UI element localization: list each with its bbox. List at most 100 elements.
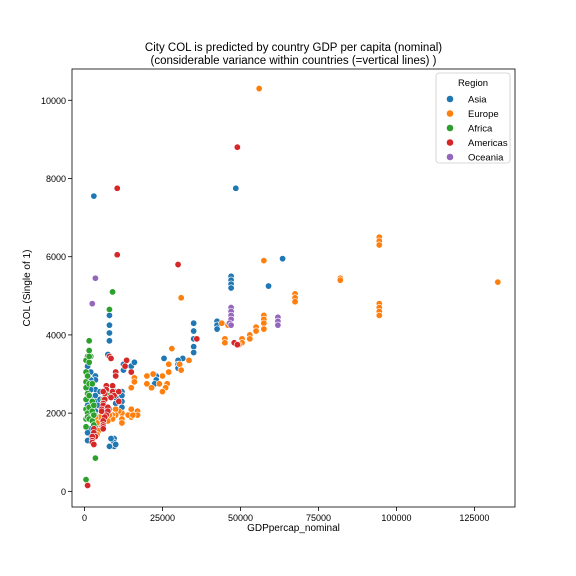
legend-label: Asia (468, 94, 487, 105)
legend-entry-americas: Americas (446, 138, 508, 149)
y-tick-label: 8000 (46, 174, 66, 184)
x-tick-label: 0 (82, 513, 87, 523)
data-point (127, 384, 135, 392)
data-point (105, 442, 113, 450)
data-point (99, 388, 107, 396)
data-point (88, 300, 96, 308)
data-point (127, 405, 135, 413)
data-point (105, 329, 113, 337)
legend-entry-europe: Europe (446, 109, 499, 120)
data-point (143, 372, 151, 380)
legend: Region Asia Europe Africa Americas Oceania (435, 72, 511, 164)
data-point (113, 184, 121, 192)
y-axis-label: COL (Single of 1) (22, 250, 33, 327)
data-point (185, 356, 193, 364)
legend-label: Oceania (468, 152, 504, 163)
data-point (213, 325, 221, 333)
y-tick-label: 2000 (46, 409, 66, 419)
legend-entry-oceania: Oceania (446, 152, 504, 163)
data-point (84, 481, 92, 489)
data-point (90, 440, 98, 448)
data-point (233, 143, 241, 151)
data-point (148, 384, 156, 392)
data-point (91, 454, 99, 462)
data-point (107, 354, 115, 362)
data-point (260, 257, 268, 265)
data-point (375, 311, 383, 319)
data-point (193, 335, 201, 343)
data-point (121, 362, 129, 370)
legend-label: Europe (468, 109, 499, 120)
chart-title: City COL is predicted by country GDP per… (145, 42, 442, 67)
legend-entry-asia: Asia (446, 94, 487, 105)
data-point (165, 360, 173, 368)
data-point (375, 241, 383, 249)
legend-marker (446, 109, 454, 118)
data-point (168, 345, 176, 353)
data-point (494, 278, 502, 286)
data-point (88, 380, 96, 388)
data-point (99, 425, 107, 433)
data-point (155, 380, 163, 388)
data-point (105, 321, 113, 329)
data-point (85, 358, 93, 366)
legend-title: Region (458, 78, 488, 89)
data-point (105, 306, 113, 314)
data-point (149, 370, 157, 378)
data-point (190, 327, 198, 335)
data-point (252, 327, 260, 335)
data-point (260, 325, 268, 333)
data-point (291, 298, 299, 306)
legend-entries: Asia Europe Africa Americas Oceania (446, 94, 508, 163)
data-point (105, 311, 113, 319)
data-point (233, 341, 241, 349)
data-point (113, 251, 121, 259)
series-europe (91, 85, 502, 439)
x-tick-label: 100000 (381, 513, 411, 523)
data-point (221, 339, 229, 347)
x-tick-label: 50000 (228, 513, 253, 523)
y-axis-ticks: 0 2000 4000 6000 8000 10000 (41, 96, 72, 497)
data-point (84, 372, 92, 380)
data-point (129, 411, 137, 419)
series-oceania (88, 274, 282, 329)
data-point (227, 284, 235, 292)
chart-title-line1: City COL is predicted by country GDP per… (145, 42, 442, 54)
data-point (107, 393, 115, 401)
data-point (115, 397, 123, 405)
plot-area-frame (71, 68, 516, 508)
legend-marker (446, 138, 454, 147)
data-point (85, 352, 93, 360)
data-point (336, 276, 344, 284)
data-point (143, 380, 151, 388)
x-axis-ticks: 0 25000 50000 75000 100000 125000 (82, 507, 489, 523)
legend-marker (446, 124, 454, 132)
data-point (232, 184, 240, 192)
data-point (274, 321, 282, 329)
data-point (160, 354, 168, 362)
y-tick-label: 6000 (46, 252, 66, 262)
data-point (90, 192, 98, 200)
data-point (85, 337, 93, 345)
data-point (190, 343, 198, 351)
data-point (158, 388, 166, 396)
data-point (91, 274, 99, 282)
legend-marker (446, 153, 454, 161)
y-tick-label: 10000 (41, 96, 66, 106)
data-point (112, 405, 120, 413)
legend-box (435, 72, 511, 164)
y-tick-label: 4000 (46, 330, 66, 340)
data-point (112, 440, 120, 448)
data-point (109, 288, 117, 296)
x-tick-label: 25000 (150, 513, 175, 523)
legend-marker (446, 95, 454, 103)
data-point (107, 435, 115, 443)
data-point (227, 321, 235, 329)
data-point (176, 360, 184, 368)
data-point (260, 319, 268, 327)
data-point (165, 368, 173, 376)
data-point (118, 419, 126, 427)
data-point (158, 372, 166, 380)
chart-title-line2: (considerable variance within countries … (150, 55, 436, 67)
data-point (90, 401, 98, 409)
